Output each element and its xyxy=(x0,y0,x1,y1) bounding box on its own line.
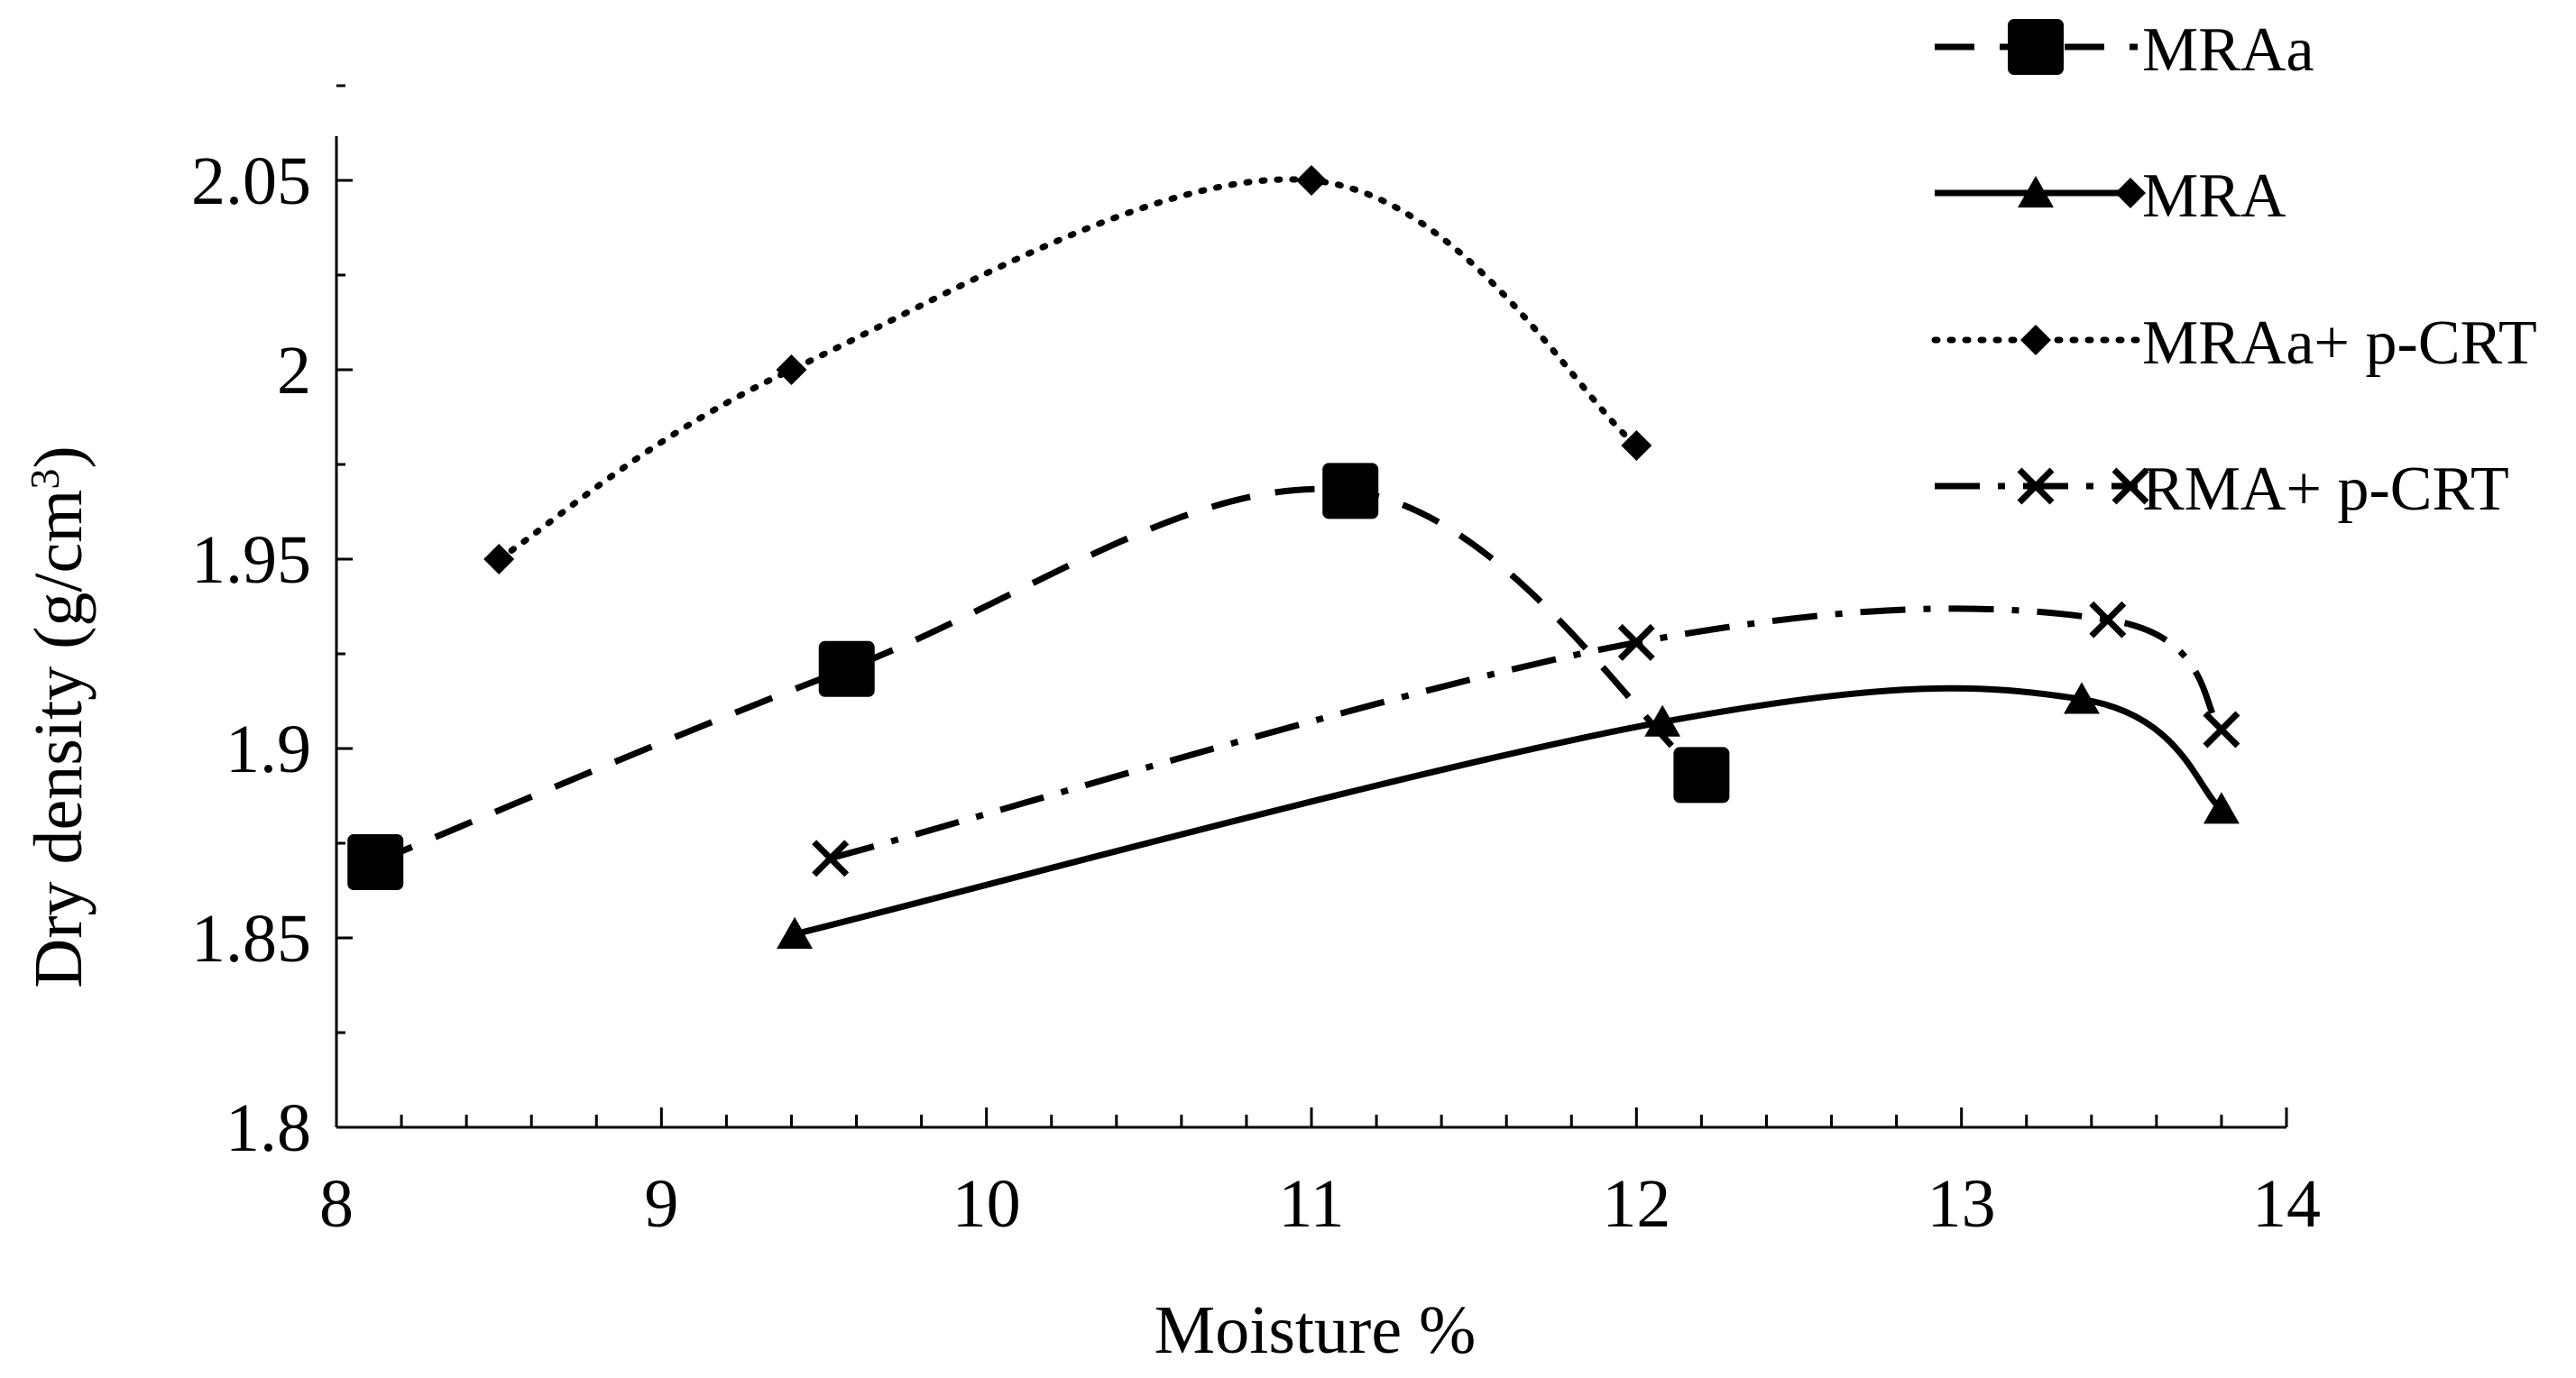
data-point-triangle xyxy=(1644,704,1681,737)
data-point-x xyxy=(2089,601,2127,638)
x-tick-label: 14 xyxy=(2252,1166,2321,1242)
legend-item: RMA+ p-CRT xyxy=(1935,455,2509,524)
legend-label: RMA+ p-CRT xyxy=(2142,455,2509,524)
y-tick-label: 1.95 xyxy=(191,522,311,598)
x-tick-label: 13 xyxy=(1927,1166,1996,1242)
data-point-square xyxy=(1673,747,1730,804)
series-mra xyxy=(777,682,2240,949)
y-tick-label: 2 xyxy=(277,333,311,409)
y-axis-label-sup: 3 xyxy=(22,469,68,490)
x-tick-label: 10 xyxy=(952,1166,1021,1242)
series-mraa-p-crt xyxy=(483,165,1652,574)
legend-marker-x xyxy=(2017,467,2055,505)
legend-label: MRAa xyxy=(2142,15,2314,85)
series-mraa xyxy=(347,463,1730,890)
data-point-square xyxy=(347,834,404,890)
legend-marker-square xyxy=(2008,19,2064,75)
y-tick-label: 1.8 xyxy=(225,1090,311,1166)
data-point-triangle xyxy=(2203,792,2240,824)
legend-marker-triangle xyxy=(2018,176,2054,208)
legend-label: MRA xyxy=(2142,161,2286,231)
data-point-x xyxy=(1617,623,1655,661)
legend-end-marker xyxy=(2115,178,2146,208)
y-tick-label: 2.05 xyxy=(191,143,311,219)
x-tick-label: 12 xyxy=(1602,1166,1670,1242)
data-point-diamond xyxy=(1296,165,1327,196)
data-point-square xyxy=(1322,463,1379,519)
y-axis-label-main: Dry density (g/cm xyxy=(21,490,97,988)
legend-marker-diamond xyxy=(2020,325,2051,355)
x-tick-label: 9 xyxy=(644,1166,678,1242)
y-axis-label-close: ) xyxy=(21,446,97,468)
legend-label: MRAa+ p-CRT xyxy=(2142,308,2537,378)
series-rma-p-crt xyxy=(812,601,2240,877)
data-point-triangle xyxy=(2064,682,2100,714)
series-line xyxy=(373,485,1704,866)
x-tick-label: 8 xyxy=(319,1166,354,1242)
data-point-diamond xyxy=(1621,430,1652,461)
data-point-diamond xyxy=(776,354,807,385)
series-line xyxy=(794,684,2224,938)
data-point-triangle xyxy=(777,916,814,949)
series-layer xyxy=(347,165,2240,949)
legend: MRAa MRA MRAa+ p-CRT RMA+ p-CRT xyxy=(1931,15,2537,524)
y-tick-label: 1.9 xyxy=(225,712,311,787)
legend-end-marker xyxy=(2111,467,2149,505)
legend-item: MRAa xyxy=(1935,15,2314,85)
data-point-square xyxy=(818,640,875,697)
legend-item: MRAa+ p-CRT xyxy=(1931,308,2537,378)
series-line xyxy=(495,176,1640,563)
axes: 1.8 1.85 1.9 1.95 2 2.05 8 9 10 11 12 13 14 xyxy=(191,84,2321,1242)
series-line xyxy=(829,605,2224,862)
data-point-diamond xyxy=(483,544,515,574)
legend-item: MRA xyxy=(1935,161,2286,231)
data-point-x xyxy=(2203,711,2240,749)
x-axis-label: Moisture % xyxy=(1155,1292,1477,1368)
y-tick-label: 1.85 xyxy=(191,901,311,977)
x-tick-label: 11 xyxy=(1278,1166,1344,1242)
y-axis-label: Dry density (g/cm3) xyxy=(21,446,97,988)
data-point-x xyxy=(812,840,850,877)
